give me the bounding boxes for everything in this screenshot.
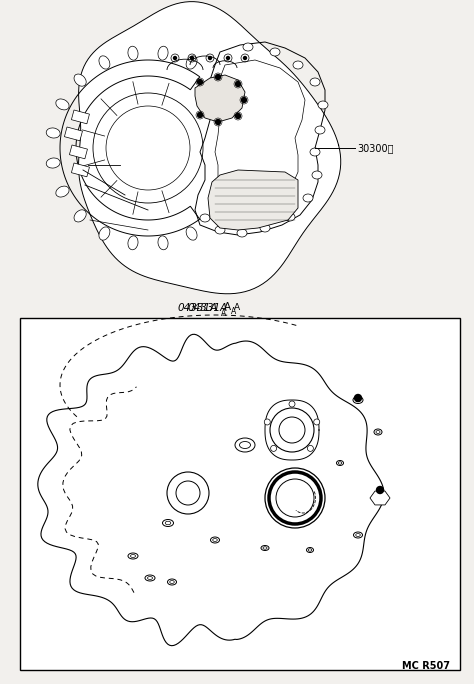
- Ellipse shape: [56, 186, 69, 197]
- Circle shape: [236, 81, 240, 86]
- Ellipse shape: [186, 56, 197, 69]
- Bar: [64, 127, 82, 141]
- Ellipse shape: [215, 226, 225, 234]
- Ellipse shape: [145, 575, 155, 581]
- Text: A: A: [221, 309, 226, 319]
- Ellipse shape: [293, 61, 303, 69]
- Ellipse shape: [261, 546, 269, 551]
- Ellipse shape: [210, 537, 219, 543]
- Ellipse shape: [158, 236, 168, 250]
- Ellipse shape: [74, 74, 86, 86]
- Circle shape: [376, 486, 383, 493]
- Text: MC R507: MC R507: [402, 661, 450, 671]
- Polygon shape: [79, 1, 341, 294]
- Circle shape: [289, 401, 295, 407]
- Ellipse shape: [74, 210, 86, 222]
- Circle shape: [355, 395, 362, 402]
- Ellipse shape: [354, 532, 363, 538]
- Ellipse shape: [237, 229, 247, 237]
- Bar: [72, 110, 90, 124]
- Circle shape: [236, 114, 240, 118]
- Ellipse shape: [200, 214, 210, 222]
- Text: A: A: [224, 302, 231, 312]
- Ellipse shape: [99, 56, 110, 69]
- Circle shape: [241, 98, 246, 103]
- Bar: [20, 318, 460, 670]
- Ellipse shape: [337, 460, 344, 466]
- Polygon shape: [265, 400, 319, 460]
- Ellipse shape: [310, 148, 320, 156]
- Ellipse shape: [56, 99, 69, 110]
- Bar: [72, 163, 90, 176]
- Ellipse shape: [312, 171, 322, 179]
- Text: 30300。: 30300。: [357, 143, 393, 153]
- Polygon shape: [208, 170, 298, 230]
- Circle shape: [198, 79, 202, 85]
- Circle shape: [209, 57, 211, 60]
- Bar: [69, 145, 88, 159]
- Ellipse shape: [167, 579, 176, 585]
- Circle shape: [227, 57, 229, 60]
- Ellipse shape: [128, 47, 138, 60]
- Circle shape: [264, 419, 270, 425]
- Text: 04331A: 04331A: [178, 303, 218, 313]
- Circle shape: [244, 57, 246, 60]
- Ellipse shape: [128, 553, 138, 559]
- Ellipse shape: [374, 429, 382, 435]
- Text: A: A: [231, 306, 236, 315]
- Ellipse shape: [128, 236, 138, 250]
- Circle shape: [216, 75, 220, 79]
- Ellipse shape: [163, 520, 173, 527]
- Ellipse shape: [186, 227, 197, 240]
- Ellipse shape: [235, 438, 255, 452]
- Text: 04331A: 04331A: [188, 303, 228, 313]
- Ellipse shape: [307, 547, 313, 553]
- Circle shape: [173, 57, 176, 60]
- Circle shape: [307, 445, 313, 451]
- Ellipse shape: [315, 126, 325, 134]
- Ellipse shape: [46, 158, 60, 168]
- Ellipse shape: [270, 48, 280, 56]
- Circle shape: [271, 445, 277, 451]
- Ellipse shape: [99, 227, 110, 240]
- Circle shape: [265, 468, 325, 528]
- Circle shape: [198, 112, 202, 118]
- Text: A: A: [234, 304, 240, 313]
- Circle shape: [191, 57, 193, 60]
- Circle shape: [167, 472, 209, 514]
- Ellipse shape: [158, 47, 168, 60]
- Polygon shape: [370, 491, 390, 505]
- Ellipse shape: [318, 101, 328, 109]
- Circle shape: [216, 120, 220, 124]
- Polygon shape: [195, 75, 245, 122]
- Ellipse shape: [353, 397, 363, 404]
- Polygon shape: [38, 334, 384, 646]
- Circle shape: [270, 408, 314, 452]
- Ellipse shape: [310, 78, 320, 86]
- Ellipse shape: [285, 213, 295, 221]
- Ellipse shape: [243, 43, 253, 51]
- Circle shape: [314, 419, 320, 425]
- Ellipse shape: [260, 224, 270, 232]
- Ellipse shape: [46, 128, 60, 138]
- Ellipse shape: [303, 194, 313, 202]
